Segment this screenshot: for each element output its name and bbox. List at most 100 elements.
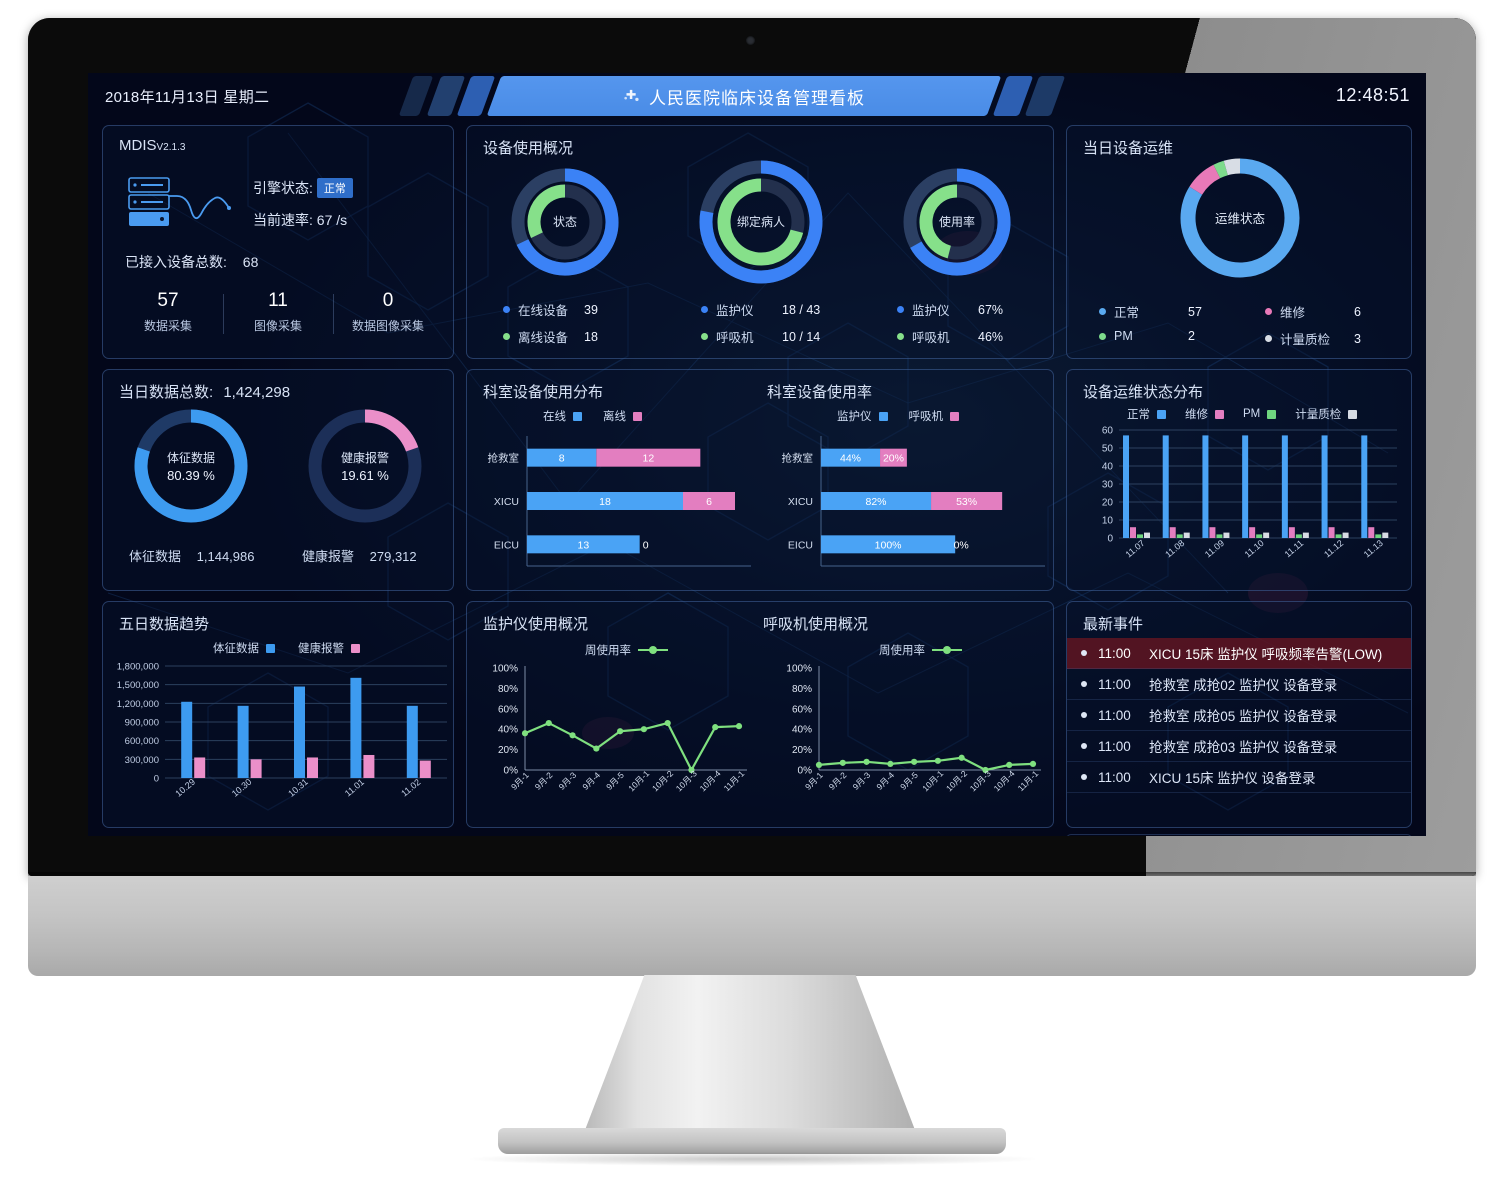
footer-label: 体征数据	[129, 549, 182, 564]
engine-status-badge: 正常	[316, 178, 353, 198]
events-title: 最新事件	[1083, 616, 1144, 633]
svg-text:抢救室: 抢救室	[782, 452, 814, 465]
header-clock: 12:48:51	[1335, 85, 1410, 105]
svg-text:0%: 0%	[954, 539, 969, 551]
legend-dot	[1099, 332, 1106, 340]
footer-label: 健康报警	[302, 549, 355, 564]
event-row[interactable]: 11:00 抢救室 成抢05 监护仪 设备登录	[1067, 700, 1411, 731]
legend-value: 18	[584, 329, 598, 344]
panel-device-usage: 设备使用概况 状态 绑定病人 使用率 在线设备 39 离线设备 18 监护仪 18 …	[466, 125, 1054, 359]
legend-dot	[503, 306, 510, 313]
legend-label: 正常	[1114, 306, 1140, 320]
ventilator-usage-title: 呼吸机使用概况	[763, 616, 869, 633]
total-devices-value: 68	[242, 254, 259, 270]
legend-dot	[1099, 308, 1106, 315]
bullet-icon	[1081, 743, 1087, 749]
legend-label: PM	[1114, 329, 1133, 343]
ops-legend-3: 计量质检 3	[1265, 329, 1361, 348]
svg-text:9月-3: 9月-3	[557, 770, 579, 792]
legend-value: 57	[1188, 304, 1202, 319]
legend-label: 监护仪	[716, 304, 754, 318]
event-text: 抢救室 成抢02 监护仪 设备登录	[1149, 678, 1338, 693]
event-row[interactable]: 11:00 抢救室 成抢03 监护仪 设备登录	[1067, 731, 1411, 762]
legend-label: 监护仪	[912, 304, 950, 318]
mdis-stat-item: 57 数据采集	[113, 290, 223, 334]
dashboard-title: 人民医院临床设备管理看板	[649, 88, 865, 108]
legend-label: 呼吸机	[716, 331, 754, 345]
event-row[interactable]: 11:00 XICU 15床 监护仪 呼吸频率告警(LOW)	[1067, 638, 1411, 669]
webcam-icon	[746, 36, 755, 45]
engine-status-row: 引擎状态: 正常	[253, 178, 353, 198]
dashboard-screen: 2018年11月13日 星期二 人民医院临床设备管理看板 12:48:51	[88, 73, 1426, 836]
ops-dist-legend: 正常 维修 PM 计量质检	[1127, 406, 1358, 422]
copyright-bar: ©2018	[1066, 834, 1412, 836]
rate-row: 当前速率: 67 /s	[253, 210, 347, 230]
event-row[interactable]: 11:00 抢救室 成抢02 监护仪 设备登录	[1067, 669, 1411, 700]
panel-dept-charts: 科室设备使用分布 科室设备使用率 在线 离线 监护仪 呼吸机 抢救室 8 12 XIC…	[466, 369, 1054, 591]
divider	[333, 294, 334, 334]
events-list[interactable]: 11:00 XICU 15床 监护仪 呼吸频率告警(LOW) 11:00 抢救室 成抢…	[1067, 638, 1411, 793]
panel-five-day-trend: 五日数据趋势 体征数据 健康报警 1,800,000 1,500,000 1,200…	[102, 601, 454, 828]
legend-swatch	[1157, 409, 1166, 419]
svg-text:60%: 60%	[792, 704, 812, 715]
today-footer-1: 健康报警 279,312	[302, 546, 417, 565]
usage-legend-0b: 离线设备 18	[503, 327, 598, 346]
legend-value: 46%	[978, 329, 1004, 344]
legend-dot	[1265, 308, 1272, 315]
header-date: 2018年11月13日 星期二	[105, 89, 270, 106]
panel-today-data: 当日数据总数: 1,424,298 体征数据 80.39 % 健康报警 19.61 %…	[102, 369, 454, 591]
svg-text:运维状态: 运维状态	[1215, 212, 1265, 226]
usage-legend-1a: 监护仪 18 / 43	[701, 300, 820, 319]
svg-text:13: 13	[577, 539, 589, 551]
legend-label: 在线	[543, 411, 566, 423]
legend-swatch	[573, 411, 582, 421]
panel-latest-events: 最新事件 11:00 XICU 15床 监护仪 呼吸频率告警(LOW) 11:00 抢…	[1066, 601, 1412, 828]
legend-line-marker	[638, 646, 668, 654]
legend-value: 39	[584, 302, 598, 317]
legend-label: 在线设备	[518, 304, 569, 318]
svg-text:20%: 20%	[498, 745, 518, 756]
svg-text:11.09: 11.09	[1203, 538, 1226, 560]
legend-label: 计量质检	[1295, 409, 1342, 421]
stat-label: 数据采集	[143, 319, 192, 333]
svg-text:100%: 100%	[492, 664, 518, 675]
legend-value: 6	[1354, 304, 1361, 319]
usage-legend-1b: 呼吸机 10 / 14	[701, 327, 820, 346]
legend-dot	[897, 333, 904, 340]
svg-text:9月-2: 9月-2	[533, 770, 555, 792]
device-usage-title: 设备使用概况	[483, 140, 574, 157]
legend-value: 10 / 14	[782, 329, 821, 344]
stat-value: 0	[382, 290, 394, 311]
svg-text:9月-4: 9月-4	[874, 770, 896, 792]
svg-text:12: 12	[642, 453, 654, 465]
ops-legend-1: 维修 6	[1265, 302, 1361, 321]
stat-label: 数据图像采集	[351, 319, 424, 333]
legend-label: 健康报警	[298, 643, 344, 655]
engine-status-label: 引擎状态:	[253, 180, 313, 196]
trend-legend: 体征数据 健康报警	[213, 640, 360, 656]
panel-grid: MDISV2.1.3 引擎状态: 正常 当前速率: 6	[102, 125, 1412, 836]
legend-dot	[701, 306, 708, 313]
footer-value: 279,312	[369, 549, 417, 564]
svg-text:9月-5: 9月-5	[898, 770, 920, 792]
event-row[interactable]: 11:00 XICU 15床 监护仪 设备登录	[1067, 762, 1411, 793]
svg-text:10月-2: 10月-2	[944, 768, 969, 793]
event-text: 抢救室 成抢05 监护仪 设备登录	[1149, 709, 1338, 724]
svg-text:绑定病人: 绑定病人	[737, 214, 785, 229]
svg-text:18: 18	[599, 496, 611, 508]
medical-cross-icon	[624, 89, 639, 101]
stand-shadow	[470, 1152, 1035, 1166]
svg-text:100%: 100%	[786, 664, 812, 675]
svg-text:11.07: 11.07	[1123, 538, 1146, 560]
total-devices-label: 已接入设备总数:	[125, 254, 227, 270]
ops-distribution-chart: 60 50 40 30 20 10 0 11.07 11.08 11.09 11.10 11.11 11…	[1102, 426, 1397, 560]
usage-legend-2b: 呼吸机 46%	[897, 327, 1003, 346]
svg-text:53%: 53%	[956, 496, 977, 508]
today-total-label: 当日数据总数:	[119, 384, 214, 401]
svg-text:10: 10	[1102, 516, 1114, 527]
today-data-donuts: 体征数据 80.39 % 健康报警 19.61 %	[134, 409, 422, 523]
legend-dot	[897, 306, 904, 313]
svg-text:20%: 20%	[883, 453, 904, 465]
svg-text:0: 0	[643, 539, 649, 551]
